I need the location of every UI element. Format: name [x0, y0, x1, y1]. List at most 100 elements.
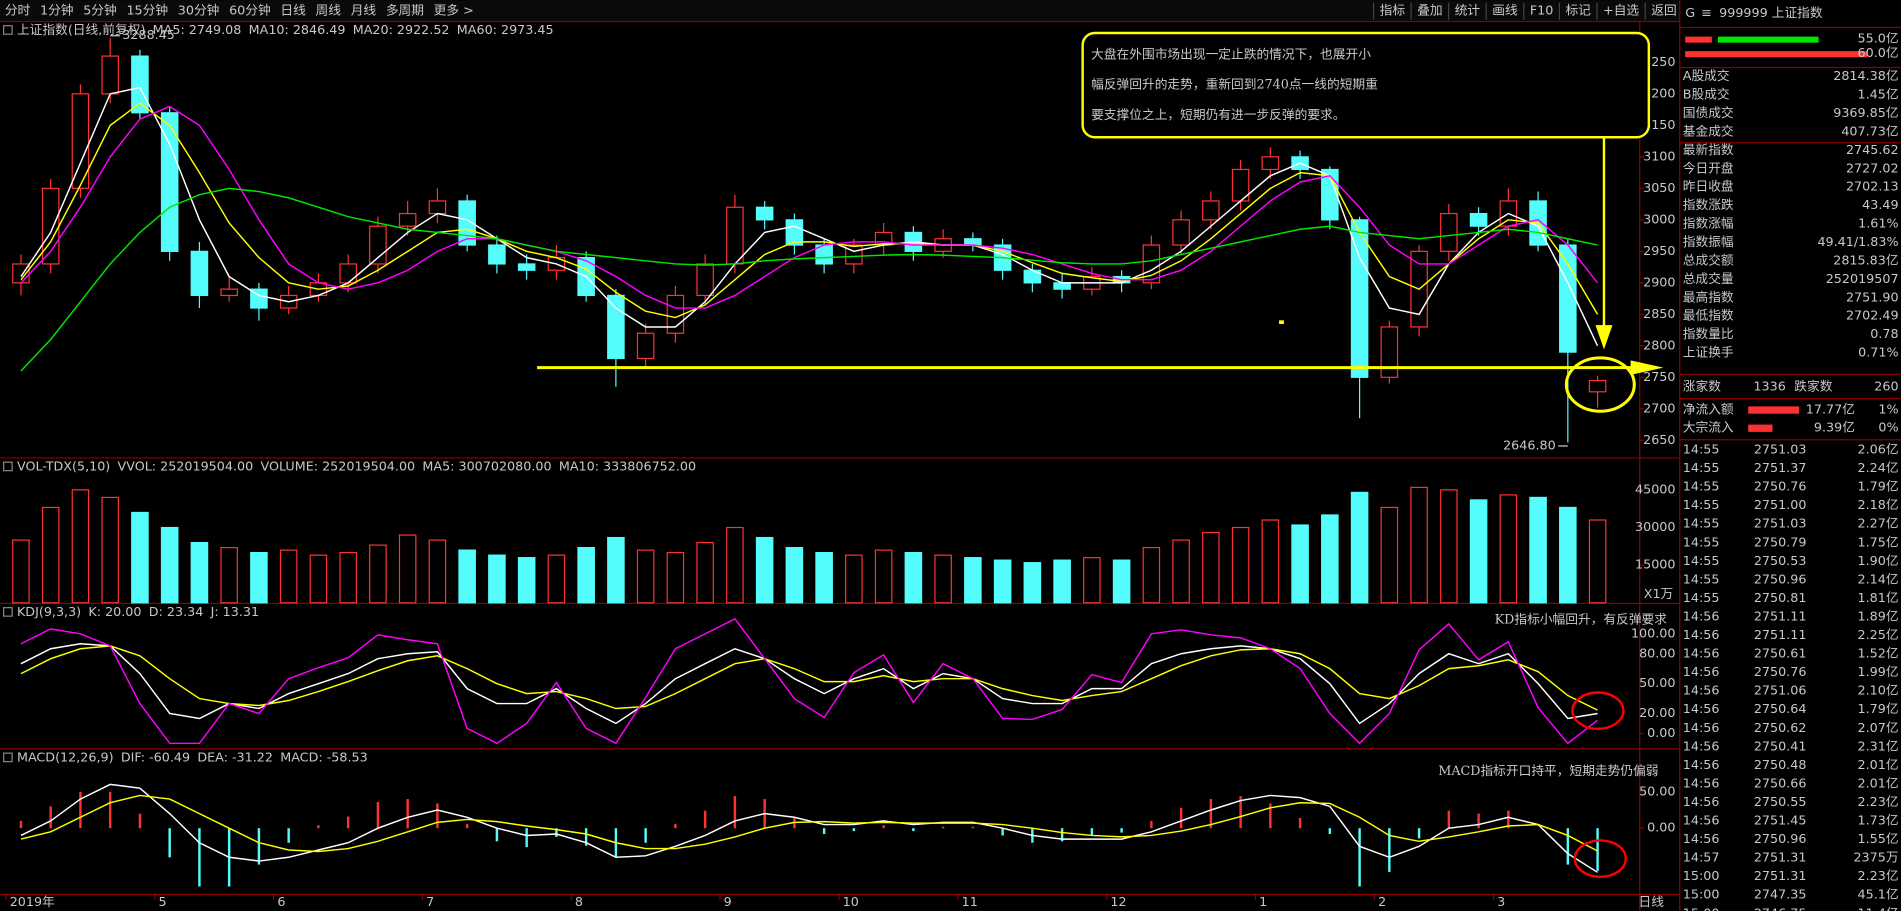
volume-bar: [160, 526, 179, 604]
legend-item: MA10: 2846.49: [249, 22, 346, 37]
flow-value: 17.77亿: [1806, 402, 1855, 417]
breadth-value: 1336: [1753, 379, 1785, 394]
y-tick-label: 80.00: [1639, 645, 1675, 660]
toolbar-button[interactable]: 日线: [280, 3, 306, 18]
toolbar-button[interactable]: 5分钟: [83, 3, 117, 18]
code-prefix: G: [1685, 5, 1695, 20]
trade-price: 2750.61: [1754, 646, 1807, 661]
toolbar-button[interactable]: 画线: [1492, 3, 1518, 18]
candle-body: [517, 263, 536, 271]
trade-price: 2751.06: [1754, 683, 1807, 698]
trade-time: 14:55: [1683, 497, 1720, 512]
toolbar-button[interactable]: 周线: [316, 3, 342, 18]
trade-volume: 2.07亿: [1858, 720, 1899, 735]
trade-volume: 2375万: [1853, 850, 1898, 865]
volume-bar: [666, 552, 685, 604]
toolbar-button[interactable]: 叠加: [1417, 3, 1442, 18]
row-label: 基金成交: [1683, 123, 1734, 138]
trade-volume: 11.4亿: [1858, 905, 1899, 911]
trade-volume: 1.52亿: [1858, 646, 1899, 661]
legend-item: MA5: 2749.08: [153, 22, 242, 37]
volume-bar: [1380, 506, 1399, 604]
volume-bar: [1291, 524, 1309, 604]
trade-time: 14:55: [1683, 553, 1720, 568]
volume-bar: [1112, 559, 1131, 604]
trade-price: 2751.00: [1754, 497, 1807, 512]
y-tick-label: 30000: [1635, 519, 1675, 534]
x-tick-label: 3: [1497, 894, 1505, 909]
quote-title: 999999 上证指数: [1719, 5, 1823, 20]
volume-bar: [428, 539, 447, 604]
trade-time: 14:55: [1683, 460, 1720, 475]
toolbar-button[interactable]: 60分钟: [229, 3, 271, 18]
volume-bar: [964, 557, 982, 604]
pointer-arrow: [1595, 325, 1613, 350]
toolbar-button[interactable]: 15分钟: [126, 3, 168, 18]
volume-bar: [934, 554, 952, 604]
trade-volume: 2.10亿: [1858, 683, 1899, 698]
menu-icon[interactable]: ≡: [1701, 5, 1712, 20]
row-value: 2702.49: [1846, 308, 1899, 323]
legend-icon: [3, 461, 13, 472]
volume-bar: [190, 541, 209, 604]
candle-body: [1261, 156, 1280, 171]
trade-price: 2750.66: [1754, 775, 1807, 790]
candle-body: [71, 93, 90, 189]
toolbar-button[interactable]: 指标: [1380, 3, 1406, 18]
y-tick-label: 3200: [1643, 85, 1675, 100]
trade-volume: 2.14亿: [1858, 571, 1899, 586]
row-label: 总成交量: [1683, 271, 1734, 286]
toolbar-button[interactable]: 多周期: [386, 3, 424, 18]
trade-volume: 2.27亿: [1858, 516, 1899, 531]
toolbar-button[interactable]: 分时: [5, 3, 31, 18]
volume-bar: [726, 526, 744, 604]
plot-layer: 分时 1分钟 5分钟 15分钟 30分钟 60分钟 日线 周线 月线 多周期 更多 > 返回+自选标记…: [3, 3, 1899, 911]
trade-price: 2750.62: [1754, 720, 1807, 735]
legend-item: K: 20.00: [88, 604, 141, 619]
trade-time: 14:56: [1683, 738, 1720, 753]
breadth-label: 跌家数: [1794, 379, 1832, 394]
indicator-line: [20, 794, 1598, 853]
trade-price: 2751.31: [1754, 868, 1807, 883]
toolbar-button[interactable]: 统计: [1455, 3, 1481, 18]
volume-bar: [1410, 486, 1428, 604]
trade-volume: 1.55亿: [1858, 831, 1899, 846]
toolbar-button[interactable]: 返回: [1651, 3, 1676, 18]
toolbar-button[interactable]: 更多 >: [434, 3, 474, 18]
trade-time: 14:56: [1683, 720, 1720, 735]
toolbar-button[interactable]: 1分钟: [40, 3, 74, 18]
volume-bar: [547, 554, 566, 604]
candle-body: [488, 244, 506, 265]
row-label: 最新指数: [1683, 142, 1734, 157]
toolbar-button[interactable]: 月线: [351, 3, 377, 18]
callout-text: 要支撑位之上，短期仍有进一步反弹的要求。: [1091, 107, 1345, 122]
row-value: 1.61%: [1858, 216, 1898, 231]
toolbar-button[interactable]: 标记: [1565, 3, 1591, 18]
y-tick-label: 2950: [1643, 243, 1675, 258]
chart-title: 上证指数(日线,前复权): [17, 22, 145, 37]
trade-price: 2751.37: [1754, 460, 1807, 475]
period-label[interactable]: 日线: [1639, 894, 1665, 909]
row-value: 49.41/1.83%: [1817, 234, 1898, 249]
toolbar-button[interactable]: F10: [1530, 3, 1554, 18]
y-tick-label: 50.00: [1639, 675, 1675, 690]
trade-volume: 1.90亿: [1858, 553, 1899, 568]
candle-body: [845, 244, 863, 265]
toolbar-button[interactable]: 30分钟: [178, 3, 220, 18]
trade-time: 14:56: [1683, 794, 1720, 809]
volume-bar: [1588, 519, 1607, 604]
row-value: 2815.83亿: [1833, 252, 1898, 267]
row-value: 2745.62: [1846, 142, 1899, 157]
trade-price: 2751.45: [1754, 813, 1807, 828]
trade-volume: 2.01亿: [1858, 775, 1899, 790]
trade-time: 15:00: [1683, 868, 1720, 883]
toolbar-button[interactable]: +自选: [1603, 3, 1639, 18]
y-tick-label: 2800: [1643, 337, 1675, 352]
volume-bar: [696, 541, 714, 604]
row-label: 最低指数: [1683, 308, 1734, 323]
trade-volume: 2.18亿: [1858, 497, 1899, 512]
trade-volume: 1.99亿: [1858, 664, 1899, 679]
x-tick-label: 12: [1110, 894, 1126, 909]
candle-body: [785, 219, 804, 246]
